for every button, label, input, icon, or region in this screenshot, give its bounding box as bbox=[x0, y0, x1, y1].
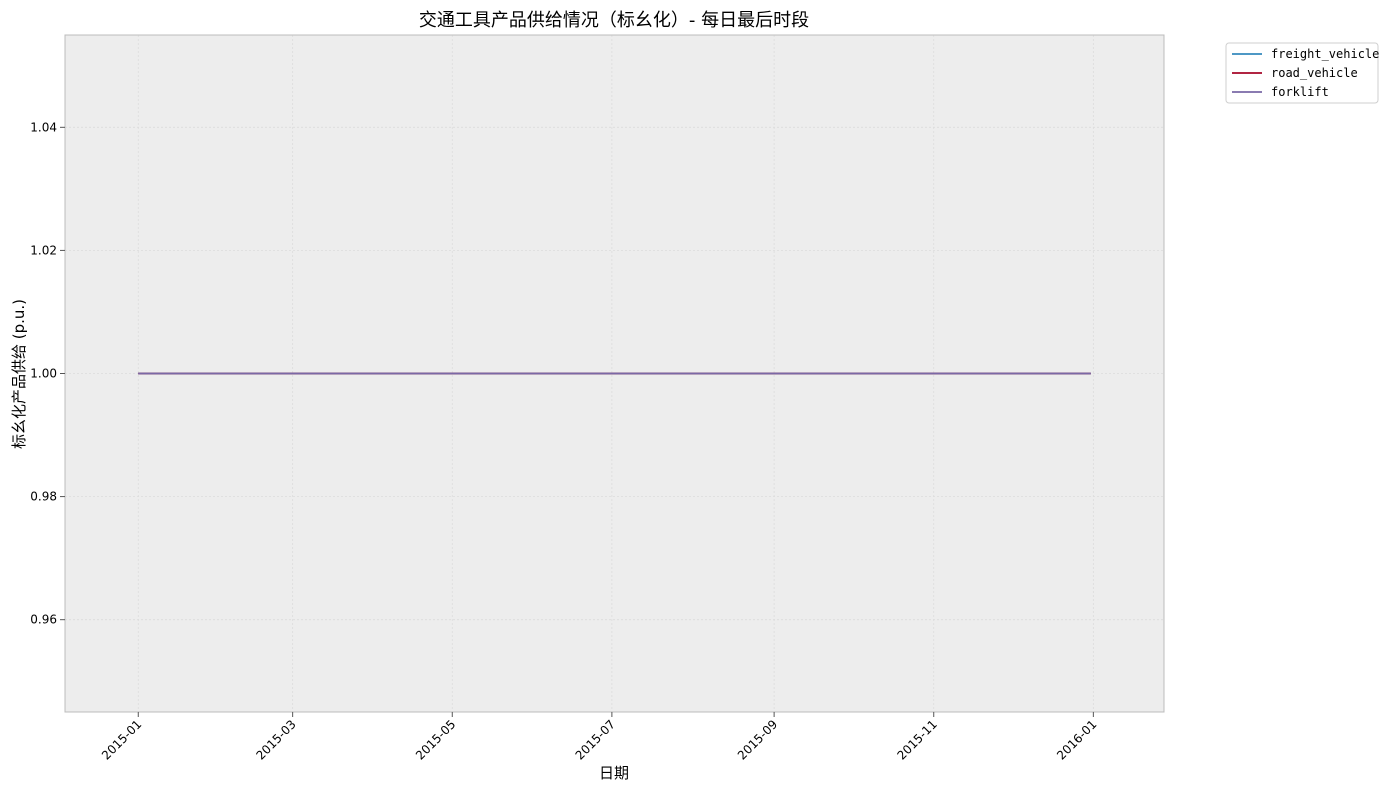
chart-title: 交通工具产品供给情况（标幺化）- 每日最后时段 bbox=[419, 10, 809, 31]
y-ticks: 0.96 0.98 1.00 1.02 1.04 bbox=[30, 120, 65, 627]
y-tick-label: 0.96 bbox=[30, 613, 57, 627]
legend-label-road-vehicle: road_vehicle bbox=[1271, 66, 1358, 80]
y-tick-label: 1.04 bbox=[30, 120, 57, 134]
x-tick-label: 2015-07 bbox=[573, 717, 618, 762]
y-tick-label: 1.02 bbox=[30, 243, 57, 257]
y-axis-label: 标幺化产品供给 (p.u.) bbox=[10, 299, 28, 449]
x-axis-label: 日期 bbox=[599, 764, 629, 782]
y-tick-label: 1.00 bbox=[30, 367, 57, 381]
x-ticks: 2015-01 2015-03 2015-05 2015-07 2015-09 2015-… bbox=[99, 712, 1099, 763]
legend-label-forklift: forklift bbox=[1271, 85, 1329, 99]
x-tick-label: 2016-01 bbox=[1054, 717, 1099, 762]
x-tick-label: 2015-01 bbox=[99, 717, 144, 762]
y-tick-label: 0.98 bbox=[30, 490, 57, 504]
x-tick-label: 2015-05 bbox=[413, 717, 458, 762]
legend-box bbox=[1225, 42, 1379, 104]
legend-label-freight-vehicle: freight_vehicle bbox=[1271, 47, 1379, 61]
x-tick-label: 2015-09 bbox=[735, 717, 780, 762]
x-tick-label: 2015-11 bbox=[895, 717, 940, 762]
x-tick-label: 2015-03 bbox=[253, 717, 298, 762]
legend-entries: freight_vehicle road_vehicle forklift bbox=[1232, 47, 1379, 99]
legend: freight_vehicle road_vehicle forklift bbox=[1225, 42, 1379, 104]
